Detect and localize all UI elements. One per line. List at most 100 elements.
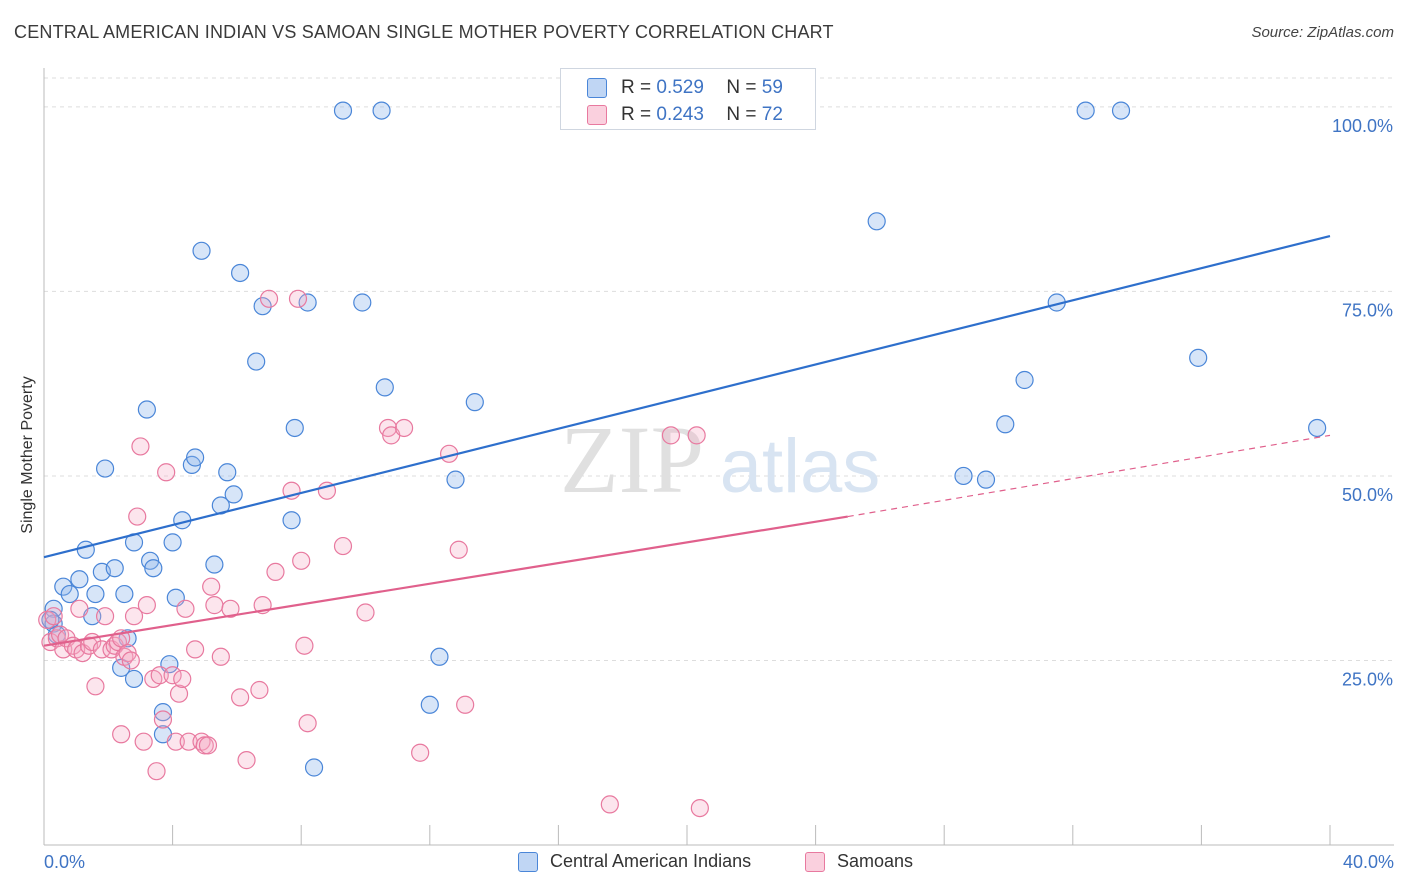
grid-layer [44, 77, 1394, 661]
samoan-point [687, 426, 706, 445]
central-american-indian-point [1308, 418, 1327, 438]
central-american-indian-point [1015, 370, 1034, 390]
central-american-indian-point [333, 101, 353, 120]
n-value: 72 [761, 104, 783, 125]
samoan-point [394, 418, 414, 438]
samoan-point [259, 289, 279, 308]
watermark-zip: ZIP [560, 406, 704, 513]
samoan-point [690, 798, 709, 818]
pink-swatch-icon [805, 851, 825, 872]
samoan-point [147, 762, 166, 781]
samoan-point [292, 551, 311, 570]
samoan-point [86, 677, 105, 696]
central-american-indian-point [282, 511, 301, 530]
central-american-indian-point [76, 540, 95, 559]
central-american-indian-point [1189, 348, 1208, 367]
samoan-point [54, 640, 73, 659]
samoan-point [250, 680, 269, 700]
central-american-indian-point [465, 393, 484, 412]
y-tick-label: 50.0% [1342, 485, 1393, 505]
central-american-indian-point [224, 485, 243, 504]
r-value: 0.243 [656, 104, 704, 125]
n-label: N = [726, 104, 757, 125]
stats-legend-row-blue: R = 0.529 N = 59 [587, 77, 783, 99]
samoan-point [266, 562, 285, 582]
samoan-point [231, 688, 250, 707]
trend-layer [43, 235, 1331, 647]
trend-line-samoans [43, 515, 848, 647]
central-american-indian-point [420, 695, 439, 714]
legend-item-central-american-indians[interactable]: Central American Indians [518, 851, 751, 872]
central-american-indian-point [137, 400, 156, 419]
trend-line-central-american-indians [43, 235, 1331, 559]
samoan-point [456, 695, 475, 714]
samoan-point [128, 507, 147, 526]
blue-swatch-icon [587, 78, 607, 98]
r-label: R = [621, 77, 652, 98]
samoan-point [288, 289, 308, 308]
watermark-atlas: atlas [720, 424, 881, 509]
samoan-point [121, 651, 140, 670]
samoan-point [150, 666, 169, 685]
central-american-indian-point [70, 570, 89, 589]
central-american-indian-point [372, 101, 391, 120]
central-american-indian-point [446, 470, 465, 489]
blue-swatch-icon [518, 851, 538, 872]
legend-label: Samoans [837, 851, 914, 871]
samoan-point [70, 599, 89, 618]
central-american-indian-point [105, 559, 124, 578]
central-american-indian-point [375, 378, 394, 397]
points-layer [38, 101, 1327, 818]
y-axis-label: Single Mother Poverty [19, 376, 36, 534]
samoan-point [173, 669, 192, 689]
samoan-point [198, 736, 218, 755]
central-american-indian-point [353, 293, 372, 312]
axis-layer: 25.0% 50.0% 75.0% 100.0% [43, 68, 1394, 846]
central-american-indian-point [285, 418, 304, 438]
n-value: 59 [761, 77, 783, 98]
samoan-point [221, 599, 240, 618]
central-american-indian-point [996, 415, 1015, 434]
y-tick-label: 25.0% [1342, 669, 1393, 689]
r-value: 0.529 [656, 77, 704, 98]
trend-line-samoans-extrapolated [847, 434, 1331, 518]
central-american-indian-point [124, 669, 144, 689]
legend-item-samoans[interactable]: Samoans [805, 851, 913, 872]
central-american-indian-point [60, 584, 79, 604]
y-tick-label: 100.0% [1332, 116, 1393, 136]
central-american-indian-point [86, 584, 105, 604]
central-american-indian-point [54, 577, 73, 596]
x-tick-label-min: 0.0% [44, 852, 86, 872]
samoan-point [661, 426, 681, 445]
central-american-indian-point [1076, 101, 1095, 120]
samoan-point [202, 577, 221, 596]
central-american-indian-point [192, 241, 211, 260]
samoan-point [166, 732, 185, 751]
central-american-indian-point [44, 599, 63, 618]
central-american-indian-point [954, 466, 973, 486]
samoan-point [124, 607, 144, 626]
central-american-indian-point [95, 459, 115, 478]
samoan-point [333, 536, 353, 556]
samoan-point [44, 607, 63, 626]
legend-label: Central American Indians [550, 851, 752, 871]
central-american-indian-point [218, 463, 237, 482]
samoan-point [95, 607, 115, 626]
central-american-indian-point [298, 293, 317, 312]
central-american-indian-point [976, 470, 996, 489]
samoan-point [153, 710, 173, 729]
central-american-indian-point [247, 352, 266, 371]
samoan-point [176, 599, 195, 618]
samoan-point [137, 596, 156, 615]
central-american-indian-point [867, 212, 886, 231]
samoan-point [169, 684, 189, 703]
samoan-point [298, 714, 317, 733]
central-american-indian-point [1111, 101, 1131, 120]
r-label: R = [621, 104, 652, 125]
samoan-point [449, 540, 468, 559]
central-american-indian-point [304, 758, 324, 777]
y-tick-label: 75.0% [1342, 300, 1393, 320]
x-tick-label-max: 40.0% [1342, 852, 1394, 872]
samoan-point [411, 743, 430, 762]
